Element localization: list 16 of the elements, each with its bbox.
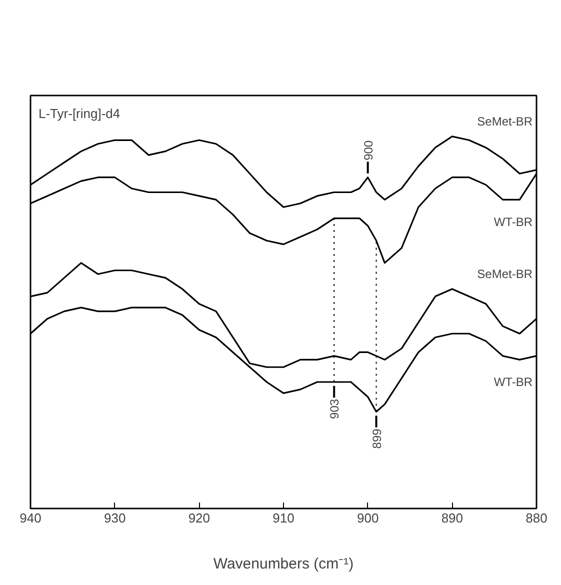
annotation: 899 <box>370 428 384 449</box>
x-tick-label: 900 <box>356 510 379 526</box>
x-axis-title: Wavenumbers (cm⁻¹) <box>213 556 354 572</box>
annotation: 903 <box>328 398 342 419</box>
x-tick-label: 890 <box>441 510 464 526</box>
x-tick-label: 920 <box>188 510 210 526</box>
series-label: WT-BR <box>494 374 533 389</box>
series-label: WT-BR <box>494 215 533 230</box>
x-tick-label: 930 <box>104 510 126 526</box>
x-tick-label: 910 <box>272 510 294 526</box>
text: L-Tyr-[ring]-d4 <box>38 106 120 121</box>
series-label: SeMet-BR <box>477 114 533 129</box>
x-tick-label: 880 <box>526 510 548 526</box>
annotation: 900 <box>361 140 376 160</box>
x-tick-label: 940 <box>20 510 42 526</box>
series-label: SeMet-BR <box>477 267 533 282</box>
